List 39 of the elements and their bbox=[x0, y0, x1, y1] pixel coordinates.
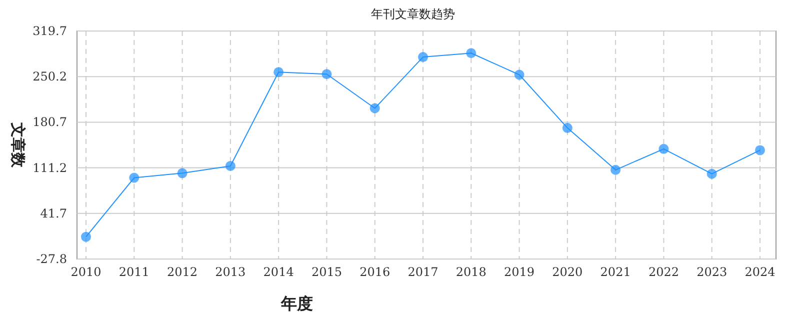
point bbox=[225, 160, 236, 171]
y-tick-label: 41.7 bbox=[40, 206, 67, 220]
point bbox=[514, 70, 524, 80]
x-tick-label: 2011 bbox=[118, 265, 150, 279]
point bbox=[322, 69, 332, 80]
x-tick-label: 2014 bbox=[263, 265, 294, 279]
x-tick-label: 2024 bbox=[744, 265, 776, 279]
x-tick-label: 2017 bbox=[408, 265, 438, 279]
x-tick-label: 2020 bbox=[552, 265, 583, 279]
x-tick-label: 2018 bbox=[456, 265, 486, 279]
x-axis-title: 年度 bbox=[280, 294, 313, 313]
point bbox=[81, 232, 91, 242]
point bbox=[706, 168, 717, 179]
point bbox=[658, 144, 669, 154]
y-tick-label: 180.7 bbox=[32, 115, 67, 130]
x-tick-label: 2019 bbox=[504, 265, 535, 279]
x-tick-label: 2010 bbox=[70, 265, 102, 279]
x-tick-label: 2022 bbox=[648, 265, 679, 279]
point bbox=[418, 52, 428, 62]
x-tick-label: 2021 bbox=[600, 265, 631, 279]
point bbox=[177, 168, 188, 178]
point bbox=[755, 145, 765, 156]
point bbox=[466, 48, 476, 58]
point bbox=[562, 122, 572, 133]
y-tick-label: 111.2 bbox=[32, 160, 67, 175]
x-tick-label: 2013 bbox=[215, 265, 246, 279]
x-tick-label: 2016 bbox=[360, 265, 390, 279]
y-axis-title: 文章数 bbox=[9, 122, 27, 168]
point bbox=[610, 164, 621, 175]
y-tick-label: 319.7 bbox=[32, 24, 67, 38]
chart-title: 年刊文章数趋势 bbox=[371, 7, 455, 21]
point bbox=[274, 67, 284, 78]
y-tick-label: 250.2 bbox=[32, 70, 67, 84]
y-tick-label: -27.8 bbox=[36, 252, 67, 266]
x-tick-label: 2015 bbox=[311, 265, 342, 279]
x-tick-label: 2012 bbox=[167, 265, 198, 279]
point bbox=[370, 103, 380, 114]
x-tick-label: 2023 bbox=[696, 265, 728, 279]
point bbox=[129, 172, 140, 183]
